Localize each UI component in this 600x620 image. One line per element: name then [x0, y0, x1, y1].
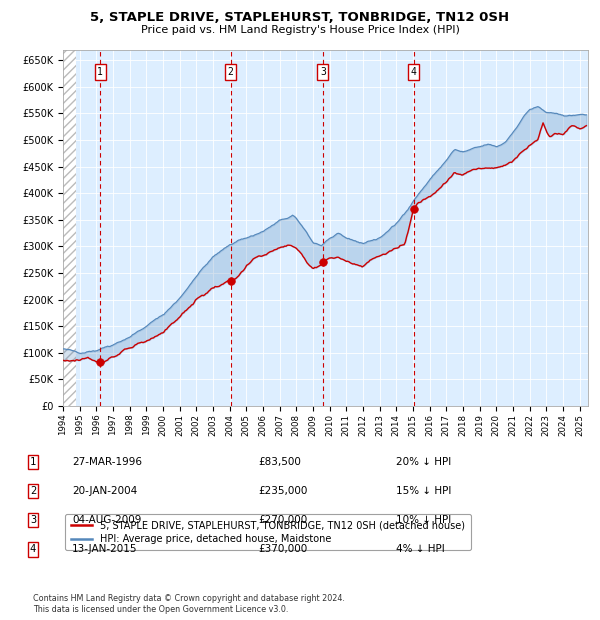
- Text: 20-JAN-2004: 20-JAN-2004: [72, 486, 137, 496]
- Text: 27-MAR-1996: 27-MAR-1996: [72, 457, 142, 467]
- Text: Price paid vs. HM Land Registry's House Price Index (HPI): Price paid vs. HM Land Registry's House …: [140, 25, 460, 35]
- Text: 20% ↓ HPI: 20% ↓ HPI: [396, 457, 451, 467]
- Text: £270,000: £270,000: [258, 515, 307, 525]
- Text: 15% ↓ HPI: 15% ↓ HPI: [396, 486, 451, 496]
- Bar: [63, 50, 76, 406]
- Text: 4: 4: [30, 544, 36, 554]
- Text: £235,000: £235,000: [258, 486, 307, 496]
- Text: £370,000: £370,000: [258, 544, 307, 554]
- Text: 04-AUG-2009: 04-AUG-2009: [72, 515, 142, 525]
- Text: 5, STAPLE DRIVE, STAPLEHURST, TONBRIDGE, TN12 0SH: 5, STAPLE DRIVE, STAPLEHURST, TONBRIDGE,…: [91, 11, 509, 24]
- Text: £83,500: £83,500: [258, 457, 301, 467]
- Text: 1: 1: [97, 67, 103, 77]
- Text: 4: 4: [411, 67, 416, 77]
- Text: 10% ↓ HPI: 10% ↓ HPI: [396, 515, 451, 525]
- Text: 4% ↓ HPI: 4% ↓ HPI: [396, 544, 445, 554]
- Text: 2: 2: [227, 67, 233, 77]
- Text: 3: 3: [320, 67, 326, 77]
- Text: 2: 2: [30, 486, 36, 496]
- Text: 3: 3: [30, 515, 36, 525]
- Legend: 5, STAPLE DRIVE, STAPLEHURST, TONBRIDGE, TN12 0SH (detached house), HPI: Average: 5, STAPLE DRIVE, STAPLEHURST, TONBRIDGE,…: [65, 515, 471, 550]
- Text: 1: 1: [30, 457, 36, 467]
- Text: Contains HM Land Registry data © Crown copyright and database right 2024.
This d: Contains HM Land Registry data © Crown c…: [33, 595, 345, 614]
- Text: 13-JAN-2015: 13-JAN-2015: [72, 544, 137, 554]
